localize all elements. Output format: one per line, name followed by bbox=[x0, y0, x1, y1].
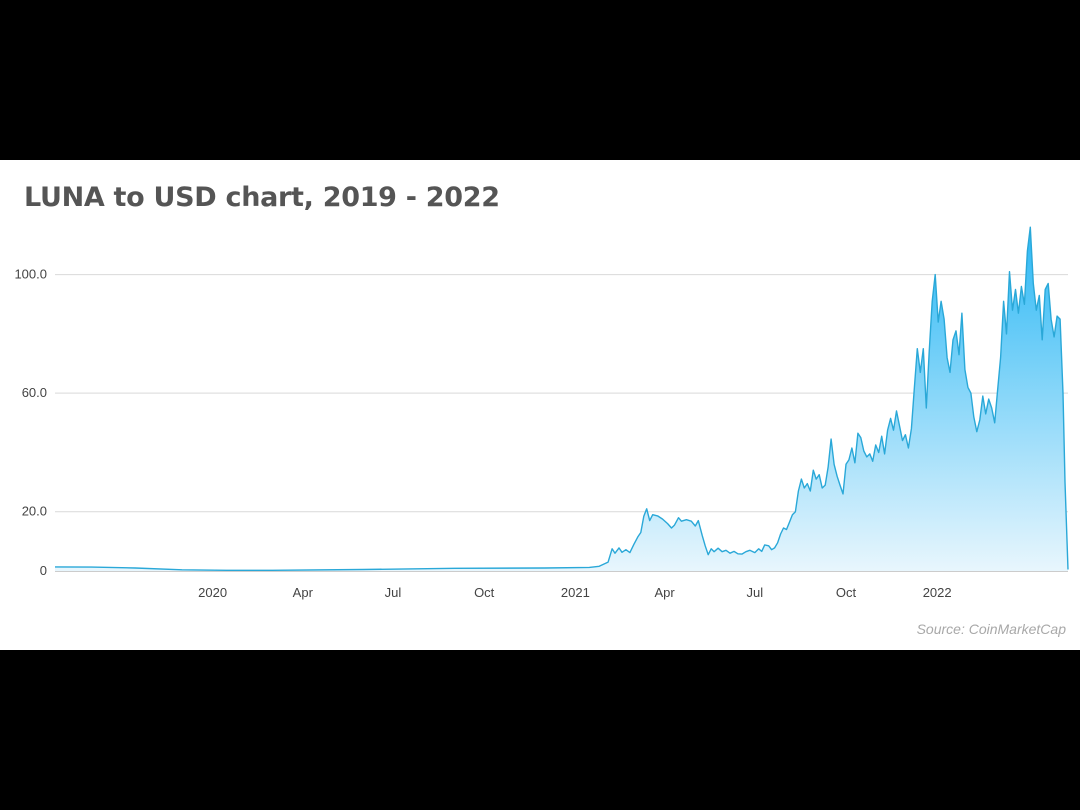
y-tick-label: 0 bbox=[40, 563, 47, 578]
x-tick-label: Oct bbox=[474, 585, 495, 600]
y-tick-label: 20.0 bbox=[22, 504, 47, 519]
x-tick-label: 2021 bbox=[561, 585, 590, 600]
x-tick-label: Apr bbox=[293, 585, 314, 600]
x-tick-label: Jul bbox=[385, 585, 402, 600]
x-axis-ticks: 2020 Apr Jul Oct 2021 Apr Jul Oct 2022 bbox=[198, 585, 951, 600]
chart-panel: LUNA to USD chart, 2019 - 2022 0 20.0 60.0… bbox=[0, 160, 1080, 650]
y-tick-label: 60.0 bbox=[22, 385, 47, 400]
x-tick-label: 2020 bbox=[198, 585, 227, 600]
chart-title: LUNA to USD chart, 2019 - 2022 bbox=[24, 182, 500, 213]
x-tick-label: Jul bbox=[746, 585, 763, 600]
x-tick-label: Apr bbox=[654, 585, 675, 600]
x-tick-label: Oct bbox=[836, 585, 857, 600]
series-line bbox=[54, 226, 1069, 571]
x-tick-label: 2022 bbox=[923, 585, 952, 600]
y-tick-label: 100.0 bbox=[14, 267, 47, 282]
chart-svg: 0 20.0 60.0 100.0 2020 Apr Jul Oct 2021 Apr Jul Oc… bbox=[14, 226, 1069, 600]
series-layer bbox=[54, 226, 1069, 571]
series-area bbox=[55, 227, 1068, 571]
source-note: Source: CoinMarketCap bbox=[916, 621, 1066, 637]
y-axis-ticks: 0 20.0 60.0 100.0 bbox=[14, 267, 47, 578]
